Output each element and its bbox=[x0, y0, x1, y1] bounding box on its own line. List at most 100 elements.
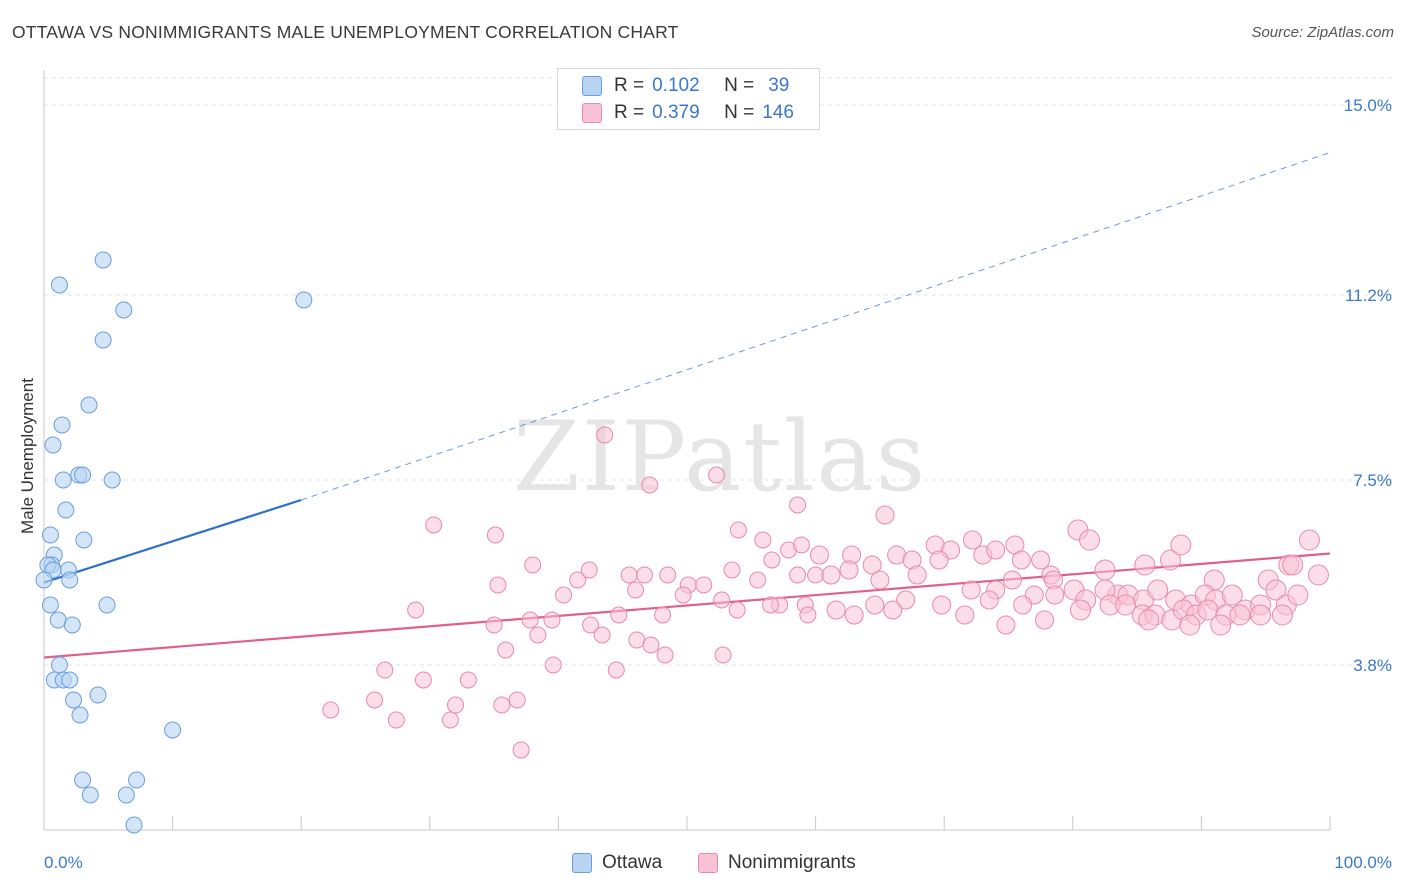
gridlines bbox=[44, 77, 1392, 666]
nonimmigrants-point bbox=[596, 426, 614, 444]
nonimmigrants-point bbox=[713, 591, 731, 609]
r-value: 0.379 bbox=[652, 102, 700, 123]
source-label: Source: ZipAtlas.com bbox=[1251, 24, 1394, 41]
nonimmigrants-point bbox=[1265, 579, 1287, 601]
nonimmigrants-point bbox=[486, 526, 504, 544]
nonimmigrants-point bbox=[844, 605, 864, 625]
ottawa-point bbox=[57, 501, 75, 519]
nonimmigrants-point bbox=[1134, 554, 1156, 576]
r-label: R = bbox=[614, 75, 645, 96]
ottawa-point bbox=[128, 771, 146, 789]
nonimmigrants-point bbox=[627, 581, 645, 599]
nonimmigrants-point bbox=[636, 566, 654, 584]
nonimmigrants-point bbox=[485, 616, 503, 634]
nonimmigrants-point bbox=[932, 595, 952, 615]
nonimmigrants-point bbox=[569, 571, 587, 589]
nonimmigrants-point bbox=[543, 611, 561, 629]
nonimmigrants-point bbox=[695, 576, 713, 594]
axes bbox=[43, 70, 1331, 831]
nonimmigrants-point bbox=[659, 566, 677, 584]
x-tick-label: 100.0% bbox=[1334, 853, 1392, 872]
nonimmigrants-point bbox=[865, 595, 885, 615]
ottawa-point bbox=[49, 611, 67, 629]
nonimmigrants-point bbox=[493, 696, 511, 714]
ottawa-point bbox=[71, 706, 89, 724]
ottawa-point bbox=[41, 526, 59, 544]
ottawa-point bbox=[44, 436, 62, 454]
ottawa-point bbox=[74, 771, 92, 789]
nonimmigrants-point bbox=[1013, 595, 1033, 615]
nonimmigrants-point bbox=[862, 555, 882, 575]
nonimmigrants-point bbox=[1070, 599, 1092, 621]
nonimmigrants-point bbox=[809, 545, 829, 565]
nonimmigrants-point bbox=[728, 601, 746, 619]
legend-ottawa-label: Ottawa bbox=[602, 852, 663, 873]
nonimmigrants-point bbox=[799, 606, 817, 624]
nonimmigrants-point bbox=[1250, 604, 1272, 626]
nonimmigrants-point bbox=[1179, 614, 1201, 636]
ottawa-point bbox=[81, 786, 99, 804]
nonimmigrants-point bbox=[870, 570, 890, 590]
nonimmigrants-point bbox=[1160, 549, 1182, 571]
ottawa-point bbox=[35, 571, 53, 589]
nonimmigrants-point bbox=[763, 551, 781, 569]
nonimmigrants-point bbox=[447, 696, 465, 714]
ottawa-point bbox=[164, 721, 182, 739]
nonimmigrants-point bbox=[754, 531, 772, 549]
nonimmigrants-point bbox=[1282, 554, 1304, 576]
nonimmigrants-point bbox=[376, 661, 394, 679]
r-value: 0.102 bbox=[652, 75, 700, 96]
n-label: N = bbox=[724, 75, 755, 96]
nonimmigrants-point bbox=[544, 656, 562, 674]
nonimmigrants-point bbox=[896, 590, 916, 610]
nonimmigrants-point bbox=[1221, 584, 1243, 606]
nonimmigrants-swatch bbox=[582, 103, 602, 123]
legend-ottawa: Ottawa bbox=[572, 852, 662, 874]
nonimmigrants-point bbox=[524, 556, 542, 574]
nonimmigrants-point bbox=[1147, 579, 1169, 601]
legend-row-nonimmigrants: R = 0.379 N = 146 bbox=[582, 101, 794, 125]
nonimmigrants-point bbox=[387, 711, 405, 729]
nonimmigrants-point bbox=[1079, 529, 1101, 551]
chart-title: OTTAWA VS NONIMMIGRANTS MALE UNEMPLOYMEN… bbox=[12, 22, 679, 42]
nonimmigrants-point bbox=[521, 611, 539, 629]
ottawa-point bbox=[74, 466, 92, 484]
nonimmigrants-point bbox=[907, 565, 927, 585]
nonimmigrants-point bbox=[1229, 604, 1251, 626]
y-tick-label: 11.2% bbox=[1345, 286, 1392, 305]
data-points bbox=[35, 251, 1329, 834]
nonimmigrants-point bbox=[512, 741, 530, 759]
ottawa-point bbox=[50, 276, 68, 294]
ottawa-point bbox=[54, 471, 72, 489]
nonimmigrants-point bbox=[1170, 534, 1192, 556]
nonimmigrants-point bbox=[979, 590, 999, 610]
ottawa-swatch bbox=[582, 76, 602, 96]
nonimmigrants-point bbox=[607, 661, 625, 679]
n-value: 146 bbox=[762, 102, 794, 123]
nonimmigrants-point bbox=[729, 521, 747, 539]
nonimmigrants-point bbox=[508, 691, 526, 709]
ottawa-point bbox=[94, 331, 112, 349]
ottawa-trend-line bbox=[43, 498, 302, 584]
nonimmigrants-point bbox=[1271, 604, 1293, 626]
ottawa-point bbox=[65, 691, 83, 709]
nonimmigrants-point bbox=[628, 631, 646, 649]
ottawa-point bbox=[89, 686, 107, 704]
nonimmigrants-point bbox=[414, 671, 432, 689]
nonimmigrants-point bbox=[555, 586, 573, 604]
legend-row-ottawa: R = 0.102 N = 39 bbox=[582, 74, 789, 98]
y-tick-label: 7.5% bbox=[1353, 471, 1392, 490]
nonimmigrants-point bbox=[789, 566, 807, 584]
nonimmigrants-point bbox=[1045, 585, 1065, 605]
nonimmigrants-point bbox=[366, 691, 384, 709]
nonimmigrants-point bbox=[1287, 584, 1309, 606]
tick-labels: 15.0% 11.2% 7.5% 3.8% 0.0% 100.0% bbox=[44, 96, 1392, 872]
nonimmigrants-point bbox=[826, 600, 846, 620]
nonimmigrants-point bbox=[656, 646, 674, 664]
nonimmigrants-point bbox=[1210, 614, 1232, 636]
y-tick-label: 3.8% bbox=[1353, 656, 1392, 675]
ottawa-trend-extension bbox=[301, 152, 1331, 501]
nonimmigrants-point bbox=[714, 646, 732, 664]
nonimmigrants-point bbox=[723, 561, 741, 579]
